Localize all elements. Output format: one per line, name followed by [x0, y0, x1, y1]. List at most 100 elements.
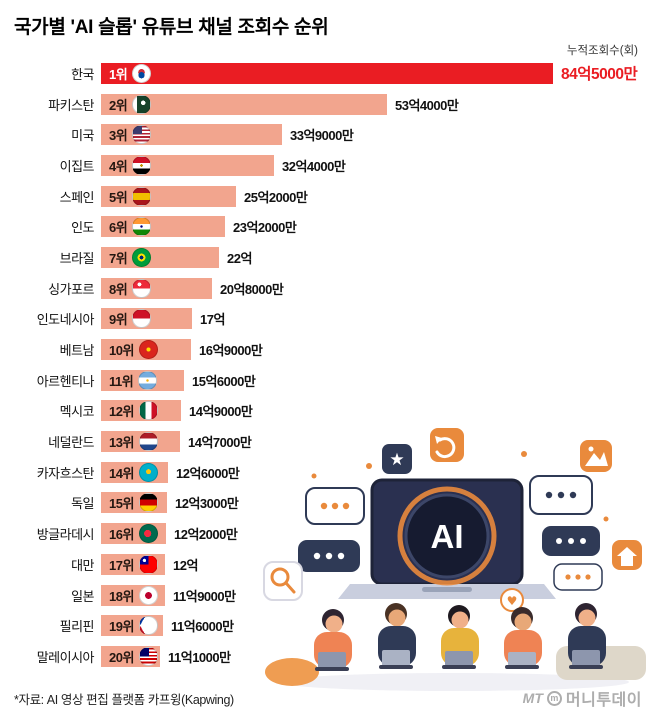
flag-icon-pk	[132, 94, 152, 114]
value-label: 22억	[227, 250, 252, 266]
flag-icon-us	[132, 125, 152, 145]
axis-unit-note: 누적조회수(회)	[566, 45, 638, 57]
value-bar: 13위	[101, 431, 180, 453]
flag-icon-id	[132, 309, 152, 329]
value-label: 11억9000만	[173, 588, 236, 604]
chart-row: 파키스탄 2위 53억4000만	[14, 89, 654, 120]
chart-row: 브라질 7위 22억	[14, 242, 654, 273]
rank-label: 7위	[109, 250, 128, 266]
svg-text:★: ★	[389, 450, 404, 470]
flag-icon-ph	[138, 616, 158, 636]
svg-text:♥: ♥	[507, 594, 518, 608]
country-label: 파키스탄	[48, 97, 94, 113]
value-bar: 3위	[101, 124, 282, 146]
country-label: 인도	[71, 220, 94, 236]
decor-dot	[603, 516, 609, 522]
value-label: 14억9000만	[189, 404, 253, 420]
value-label: 12억2000만	[174, 527, 238, 543]
country-label: 일본	[71, 588, 94, 604]
value-label: 20억8000만	[220, 281, 284, 297]
value-bar: 7위	[101, 246, 219, 268]
rank-label: 11위	[109, 373, 134, 389]
value-bar: 6위	[101, 216, 225, 238]
refresh-icon	[430, 428, 464, 462]
country-label: 네덜란드	[48, 435, 94, 451]
person	[504, 607, 542, 669]
rank-label: 8위	[109, 281, 128, 297]
chart-row: 독일 15위 12억3000만	[14, 488, 654, 519]
country-label: 필리핀	[59, 619, 95, 635]
chat-bubble	[553, 563, 603, 591]
rank-label: 18위	[109, 588, 134, 604]
chart-row: 방글라데시 16위 12억2000만	[14, 518, 654, 549]
country-label: 아르헨티나	[36, 373, 95, 389]
value-label: 32억4000만	[282, 158, 346, 174]
value-label: 11억1000만	[168, 649, 231, 665]
value-label: 11억6000만	[171, 619, 234, 635]
mt-circle-m-icon: m	[546, 690, 562, 706]
chart-row: 한국 1위 84억5000만	[14, 58, 654, 89]
chart-row: 싱가포르 8위 20억8000만	[14, 273, 654, 304]
chart-row: 스페인 5위 25억2000만	[14, 181, 654, 212]
decor-dot	[311, 473, 317, 479]
chat-bubble	[298, 540, 360, 572]
moneytoday-logo: MT m 머니투데이	[523, 686, 642, 710]
value-label: 23억2000만	[233, 220, 297, 236]
flag-icon-eg	[132, 155, 152, 175]
value-bar: 18위	[101, 584, 165, 606]
country-label: 미국	[71, 128, 94, 144]
flag-icon-nl	[138, 432, 158, 452]
chart-row: 베트남 10위 16억9000만	[14, 334, 654, 365]
rank-label: 14위	[109, 465, 134, 481]
country-label: 독일	[71, 496, 94, 512]
chart-row: 멕시코 12위 14억9000만	[14, 396, 654, 427]
pouf	[265, 658, 319, 686]
rank-label: 1위	[109, 66, 128, 82]
value-bar: 12위	[101, 400, 181, 422]
flag-icon-tw	[138, 554, 158, 574]
country-label: 카자흐스탄	[36, 465, 95, 481]
value-label: 12억	[173, 557, 198, 573]
country-label: 이집트	[59, 158, 95, 174]
country-label: 싱가포르	[48, 281, 94, 297]
country-label: 방글라데시	[36, 527, 95, 543]
value-label: 33억9000만	[290, 128, 354, 144]
rank-label: 9위	[109, 312, 128, 328]
rank-label: 19위	[109, 619, 134, 635]
value-label: 25억2000만	[244, 189, 308, 205]
page-title: 국가별 'AI 슬롭' 유튜브 채널 조회수 순위	[14, 17, 329, 38]
value-bar: 9위	[101, 308, 192, 330]
rank-label: 16위	[109, 527, 134, 543]
flag-icon-bd	[138, 524, 158, 544]
value-bar: 20위	[101, 645, 160, 667]
flag-icon-jp	[138, 585, 158, 605]
flag-icon-es	[132, 186, 152, 206]
rank-label: 20위	[109, 649, 134, 665]
flag-icon-in	[132, 217, 152, 237]
chat-bubble	[529, 475, 593, 515]
country-label: 대만	[71, 557, 94, 573]
value-label: 17억	[200, 312, 225, 328]
chart-row: 말레이시아 20위 11억1000만	[14, 641, 654, 672]
rank-label: 13위	[109, 435, 134, 451]
country-label: 멕시코	[59, 404, 95, 420]
value-bar: 10위	[101, 339, 191, 361]
value-bar: 4위	[101, 154, 274, 176]
person	[441, 605, 479, 669]
flag-icon-kz	[138, 462, 158, 482]
chat-bubble	[542, 526, 600, 556]
flag-icon-br	[132, 247, 152, 267]
value-bar: 8위	[101, 277, 212, 299]
bar-chart: 한국 1위 84억5000만 파키스탄 2위 53억4000만 미국 3위 33…	[14, 58, 654, 672]
rank-label: 15위	[109, 496, 134, 512]
source-note: *자료: AI 영상 편집 플랫폼 카프윙(Kapwing)	[14, 693, 234, 707]
flag-icon-kr	[132, 63, 152, 83]
value-label: 16억9000만	[199, 343, 263, 359]
flag-icon-vn	[138, 340, 158, 360]
heart-icon: ♥	[500, 588, 524, 612]
chart-row: 카자흐스탄 14위 12억6000만	[14, 457, 654, 488]
chart-row: 인도 6위 23억2000만	[14, 211, 654, 242]
ai-illustration: AI ★	[263, 428, 646, 691]
mt-logo-name: 머니투데이	[565, 692, 642, 709]
